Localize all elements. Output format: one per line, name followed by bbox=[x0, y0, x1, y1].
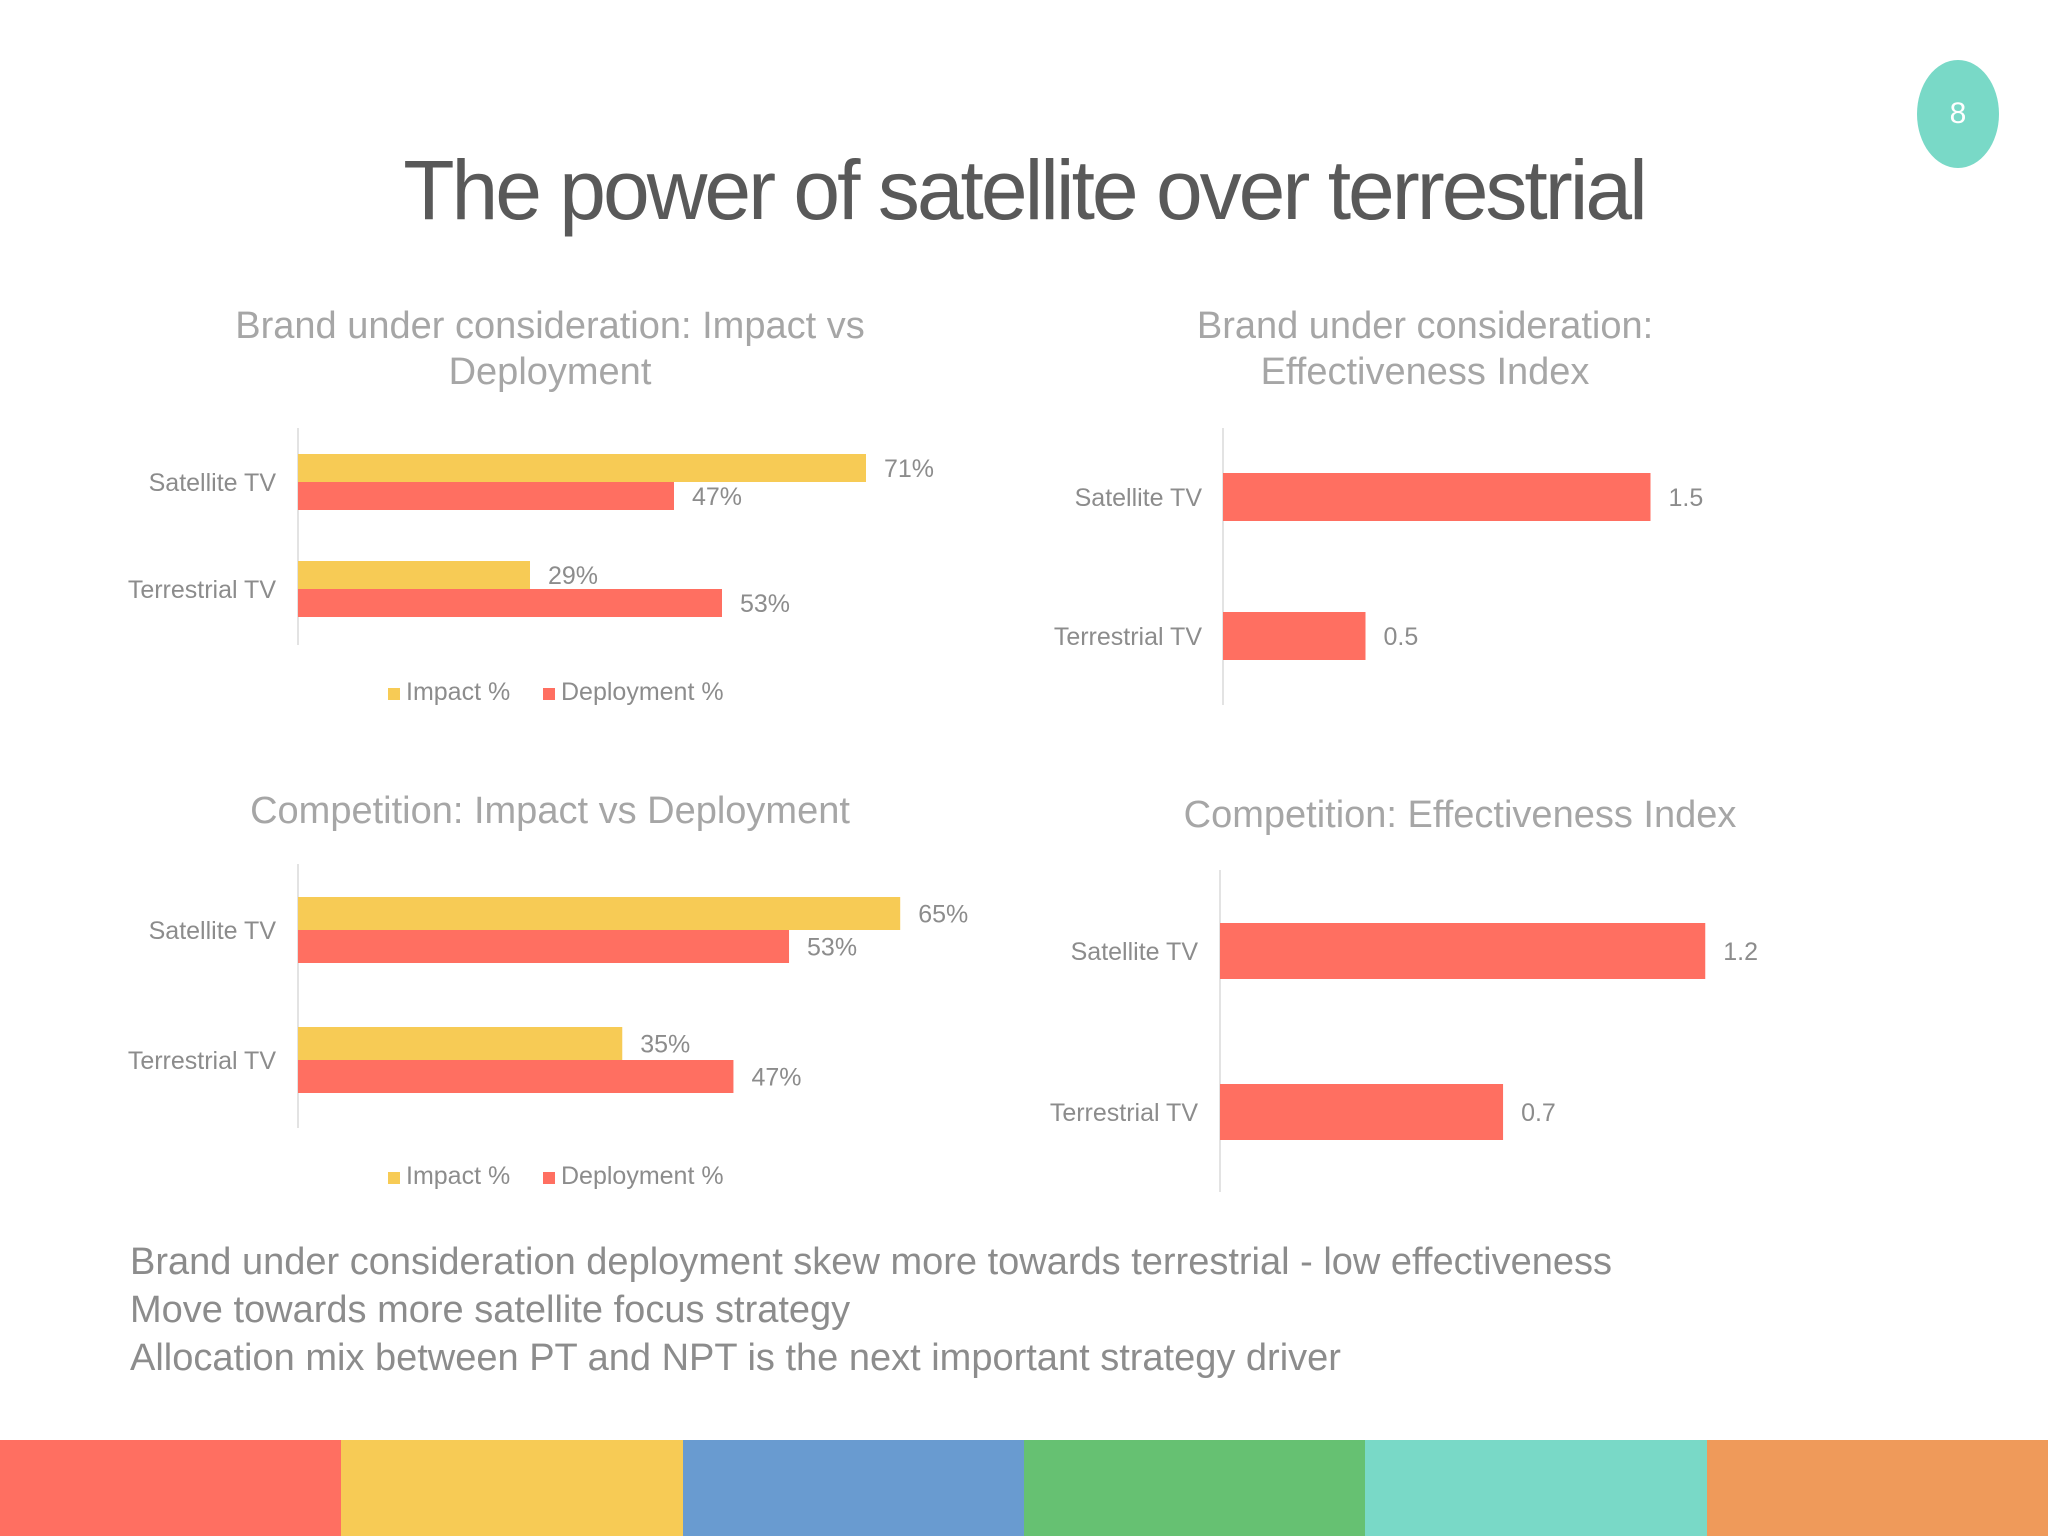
chart1-legend-swatch bbox=[388, 688, 400, 700]
page-number-badge: 8 bbox=[1917, 60, 1999, 168]
chart1-data-label: 71% bbox=[884, 455, 934, 483]
notes: Brand under consideration deployment ske… bbox=[130, 1238, 1612, 1382]
chart2-category-label: Terrestrial TV bbox=[1054, 623, 1203, 651]
chart3-legend-swatch bbox=[388, 1172, 400, 1184]
chart1-title: Brand under consideration: Impact vs Dep… bbox=[235, 305, 865, 393]
chart3-bar bbox=[298, 897, 901, 930]
chart1-legend-swatch bbox=[543, 688, 555, 700]
chart3-title: Competition: Impact vs Deployment bbox=[250, 790, 850, 832]
chart3-bar bbox=[298, 1060, 734, 1093]
footer-stripe bbox=[0, 1440, 342, 1536]
slide-title: The power of satellite over terrestrial bbox=[403, 143, 1648, 237]
chart1-data-label: 29% bbox=[548, 562, 598, 590]
chart4-title: Competition: Effectiveness Index bbox=[1183, 794, 1737, 836]
chart4-data-label: 0.7 bbox=[1521, 1099, 1556, 1127]
footer-stripes bbox=[0, 1440, 2048, 1536]
footer-stripe bbox=[341, 1440, 683, 1536]
page-number: 8 bbox=[1949, 97, 1967, 130]
chart4-data-label: 1.2 bbox=[1723, 938, 1758, 966]
chart4-bar bbox=[1220, 1084, 1504, 1140]
chart3-data-label: 35% bbox=[640, 1031, 690, 1059]
chart3-legend-label: Impact % bbox=[406, 1162, 510, 1190]
chart1-bar bbox=[298, 561, 530, 589]
chart1-data-label: 53% bbox=[740, 590, 790, 618]
chart3-legend-swatch bbox=[543, 1172, 555, 1184]
chart3-bar bbox=[298, 930, 790, 963]
note-1: Brand under consideration deployment ske… bbox=[130, 1241, 1612, 1283]
footer-stripe bbox=[1365, 1440, 1707, 1536]
chart2-data-label: 0.5 bbox=[1384, 623, 1419, 651]
chart2-data-label: 1.5 bbox=[1669, 484, 1704, 512]
chart2-bar bbox=[1223, 473, 1651, 521]
chart4-category-label: Terrestrial TV bbox=[1050, 1099, 1199, 1127]
chart3-category-label: Terrestrial TV bbox=[128, 1047, 277, 1075]
chart4-category-label: Satellite TV bbox=[1071, 938, 1199, 966]
chart3-data-label: 65% bbox=[918, 901, 968, 929]
chart1-bar bbox=[298, 454, 866, 482]
chart1-bar bbox=[298, 482, 674, 510]
chart3-legend-label: Deployment % bbox=[561, 1162, 724, 1190]
chart3-data-label: 53% bbox=[807, 934, 857, 962]
note-2: Move towards more satellite focus strate… bbox=[130, 1289, 851, 1331]
chart2-bar bbox=[1223, 612, 1366, 660]
chart1-category-label: Terrestrial TV bbox=[128, 576, 277, 604]
chart1-category-label: Satellite TV bbox=[149, 469, 277, 497]
chart1-data-label: 47% bbox=[692, 483, 742, 511]
chart2-title: Brand under consideration: Effectiveness… bbox=[1196, 305, 1654, 393]
chart3-data-label: 47% bbox=[751, 1064, 801, 1092]
footer-stripe bbox=[682, 1440, 1024, 1536]
chart1-legend-label: Deployment % bbox=[561, 678, 724, 706]
footer-stripe bbox=[1706, 1440, 2048, 1536]
chart1-legend-label: Impact % bbox=[406, 678, 510, 706]
chart3-bar bbox=[298, 1027, 623, 1060]
chart2-category-label: Satellite TV bbox=[1075, 484, 1203, 512]
note-3: Allocation mix between PT and NPT is the… bbox=[130, 1337, 1341, 1379]
chart3-category-label: Satellite TV bbox=[149, 917, 277, 945]
chart1-bar bbox=[298, 589, 722, 617]
chart4-bar bbox=[1220, 923, 1706, 979]
footer-stripe bbox=[1023, 1440, 1366, 1536]
